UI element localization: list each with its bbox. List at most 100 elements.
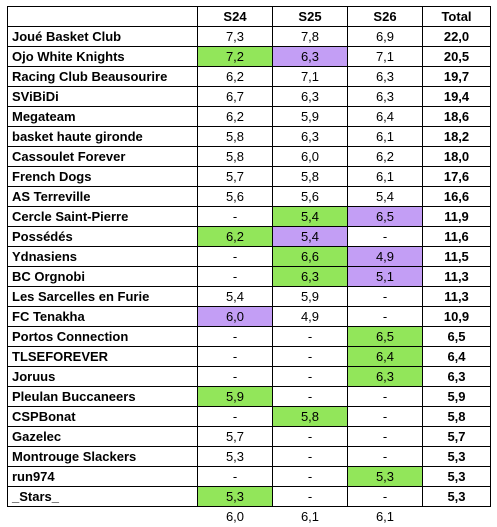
- average-cell: 6,1: [375, 509, 395, 524]
- total-cell: 5,9: [422, 386, 491, 407]
- team-name: SViBiDi: [7, 86, 198, 107]
- score-cell: -: [347, 306, 423, 327]
- team-name: Montrouge Slackers: [7, 446, 198, 467]
- total-cell: 11,3: [422, 266, 491, 287]
- score-cell: 5,9: [197, 386, 273, 407]
- score-cell: 4,9: [347, 246, 423, 267]
- total-cell: 20,5: [422, 46, 491, 67]
- total-cell: 5,8: [422, 406, 491, 427]
- ranking-table: S24 S25 S26 Total Joué Basket Club 7,3 7,8 6,9…: [7, 6, 491, 526]
- team-row: run974- -5,3 5,3: [7, 466, 491, 487]
- score-cell: -: [347, 286, 423, 307]
- score-cell: -: [272, 346, 348, 367]
- score-cell: -: [197, 266, 273, 287]
- team-group: Portos Connection - -6,5 6,5 TLSEFOREVER - -6,…: [7, 326, 491, 507]
- score-cell: 7,1: [272, 66, 348, 87]
- score-cell: 5,7: [197, 426, 273, 447]
- total-cell: 18,0: [422, 146, 491, 167]
- score-cell: 6,0: [272, 146, 348, 167]
- score-cell: 6,5: [347, 326, 423, 347]
- team-row: BC Orgnobi -6,3 5,1 11,3: [7, 266, 491, 287]
- score-cell: -: [347, 386, 423, 407]
- team-name: BC Orgnobi: [7, 266, 198, 287]
- total-cell: 11,5: [422, 246, 491, 267]
- score-cell: -: [197, 206, 273, 227]
- team-row: Cassoulet Forever 5,8 6,0 6,2 18,0: [7, 146, 491, 167]
- total-cell: 11,6: [422, 226, 491, 247]
- team-row: _Stars_ 5,3- -5,3: [7, 486, 491, 507]
- score-cell: -: [272, 326, 348, 347]
- score-cell: 6,2: [197, 66, 273, 87]
- score-cell: -: [197, 406, 273, 427]
- score-cell: -: [272, 366, 348, 387]
- team-row: Cercle Saint-Pierre -5,4 6,5 11,9: [7, 206, 491, 227]
- score-cell: 6,1: [347, 126, 423, 147]
- total-cell: 6,4: [422, 346, 491, 367]
- score-cell: 7,3: [197, 26, 273, 47]
- team-name: Joruus: [7, 366, 198, 387]
- team-row: AS Terreville 5,6 5,6 5,4 16,6: [7, 186, 491, 207]
- score-cell: 5,9: [272, 106, 348, 127]
- header-row: S24 S25 S26 Total: [7, 6, 491, 27]
- total-cell: 11,9: [422, 206, 491, 227]
- score-cell: -: [347, 426, 423, 447]
- score-cell: 6,7: [197, 86, 273, 107]
- team-row: Joué Basket Club 7,3 7,8 6,9 22,0: [7, 26, 491, 47]
- score-cell: -: [197, 366, 273, 387]
- score-cell: 6,9: [347, 26, 423, 47]
- score-cell: 5,3: [197, 486, 273, 507]
- team-name: French Dogs: [7, 166, 198, 187]
- score-cell: 5,4: [347, 186, 423, 207]
- score-cell: 6,6: [272, 246, 348, 267]
- score-cell: -: [347, 486, 423, 507]
- score-cell: -: [347, 406, 423, 427]
- score-cell: 7,1: [347, 46, 423, 67]
- team-name: AS Terreville: [7, 186, 198, 207]
- score-cell: 7,8: [272, 26, 348, 47]
- score-cell: 6,1: [347, 166, 423, 187]
- score-cell: -: [272, 386, 348, 407]
- score-cell: 6,0: [197, 306, 273, 327]
- score-cell: 6,3: [347, 366, 423, 387]
- average-cell: 6,0: [225, 509, 245, 524]
- total-cell: 16,6: [422, 186, 491, 207]
- score-cell: 5,8: [197, 146, 273, 167]
- score-cell: 4,9: [272, 306, 348, 327]
- score-cell: 5,8: [272, 406, 348, 427]
- total-cell: 19,7: [422, 66, 491, 87]
- header-cell: S26: [347, 6, 423, 27]
- team-row: CSPBonat -5,8-5,8: [7, 406, 491, 427]
- team-name: TLSEFOREVER: [7, 346, 198, 367]
- team-name: Possédés: [7, 226, 198, 247]
- total-cell: 19,4: [422, 86, 491, 107]
- score-cell: -: [272, 426, 348, 447]
- total-cell: 5,3: [422, 446, 491, 467]
- score-cell: 6,3: [272, 126, 348, 147]
- team-row: Ydnasiens -6,6 4,9 11,5: [7, 246, 491, 267]
- team-name: Portos Connection: [7, 326, 198, 347]
- score-cell: 5,8: [197, 126, 273, 147]
- score-cell: 6,3: [272, 46, 348, 67]
- team-row: Megateam 6,2 5,9 6,4 18,6: [7, 106, 491, 127]
- team-name: Ydnasiens: [7, 246, 198, 267]
- team-name: FC Tenakha: [7, 306, 198, 327]
- team-row: Racing Club Beausourire 6,2 7,1 6,3 19,7: [7, 66, 491, 87]
- score-cell: 5,3: [197, 446, 273, 467]
- score-cell: 5,6: [272, 186, 348, 207]
- team-name: basket haute gironde: [7, 126, 198, 147]
- footer: 6,0 6,1 6,1: [8, 507, 491, 527]
- score-cell: 5,4: [272, 206, 348, 227]
- total-cell: 11,3: [422, 286, 491, 307]
- average-cell: 6,1: [300, 509, 320, 524]
- score-cell: 5,8: [272, 166, 348, 187]
- team-row: TLSEFOREVER - -6,4 6,4: [7, 346, 491, 367]
- header-cell: S24: [197, 6, 273, 27]
- score-cell: -: [347, 226, 423, 247]
- total-cell: 5,7: [422, 426, 491, 447]
- team-name: CSPBonat: [7, 406, 198, 427]
- score-cell: -: [197, 326, 273, 347]
- header-cell: Total: [422, 6, 491, 27]
- score-cell: 6,3: [347, 86, 423, 107]
- team-name: Cassoulet Forever: [7, 146, 198, 167]
